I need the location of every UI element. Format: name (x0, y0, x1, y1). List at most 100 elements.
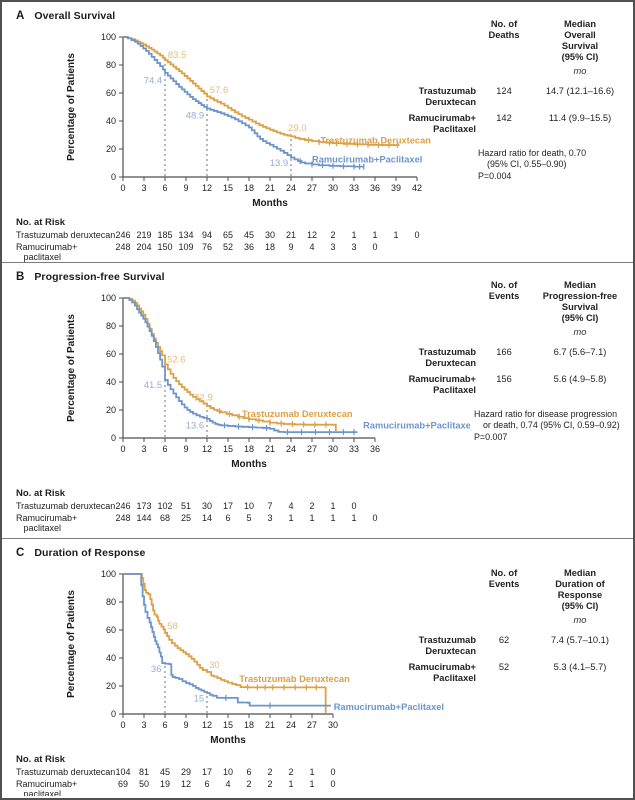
y-tick-label: 100 (101, 569, 116, 579)
at-risk-value: 45 (159, 767, 171, 777)
stats-unit-row: mo (378, 63, 633, 81)
y-tick-label: 40 (106, 116, 116, 126)
drug-name: Trastuzumab Deruxtecan (418, 634, 476, 656)
x-tick-label: 3 (141, 444, 146, 454)
stats-block: No. of Events Median Duration of Respons… (378, 568, 633, 684)
x-tick-label: 6 (162, 444, 167, 454)
at-risk-value: 248 (115, 242, 131, 252)
stats-n-header: No. of Deaths (488, 19, 520, 40)
x-tick-label: 27 (307, 444, 317, 454)
x-tick-label: 6 (162, 183, 167, 193)
at-risk-row-ram: Ramucirumab+ paclitaxel 248 144 68 25 14 6 5 3 1… (10, 513, 627, 537)
at-risk-value: 2 (267, 779, 273, 789)
at-risk-value: 3 (267, 513, 273, 523)
stats-row-ram: Ramucirumab+ Paclitaxel 156 5.6 (4.9–5.8… (378, 374, 633, 396)
y-axis-label: Percentage of Patients (66, 590, 77, 698)
drug-name: Ramucirumab+ Paclitaxel (408, 112, 476, 134)
drug-name: Ramucirumab+ Paclitaxel (408, 661, 476, 683)
at-risk-value: 9 (288, 242, 294, 252)
x-tick-label: 0 (120, 720, 125, 730)
at-risk-header: No. at Risk (16, 217, 66, 228)
at-risk-value: 2 (267, 767, 273, 777)
landmark-value-label: 15 (194, 694, 205, 705)
x-tick-label: 24 (286, 720, 296, 730)
at-risk-value: 25 (180, 513, 192, 523)
at-risk-value: 30 (264, 230, 276, 240)
landmark-value-label: 29.0 (288, 123, 307, 134)
at-risk-row-tdxd: Trastuzumab deruxtecan 246 219 185 134 94 65 4… (10, 230, 627, 242)
y-tick-label: 80 (106, 321, 116, 331)
y-tick-label: 40 (106, 377, 116, 387)
drug-name: Trastuzumab Deruxtecan (418, 346, 476, 368)
stats-row-tdxd: Trastuzumab Deruxtecan 166 6.7 (5.6–7.1) (378, 347, 633, 369)
median-value: 5.3 (4.1–5.7) (553, 661, 607, 672)
at-risk-value: 0 (372, 242, 378, 252)
km-curve-tdxd (123, 36, 400, 146)
km-curve-ram (123, 297, 358, 434)
x-tick-label: 0 (120, 444, 125, 454)
at-risk-value: 1 (351, 513, 357, 523)
at-risk-value: 109 (178, 242, 194, 252)
km-curve-ram (123, 573, 331, 707)
at-risk-value: 1 (393, 230, 399, 240)
at-risk-value: 1 (330, 513, 336, 523)
y-tick-label: 40 (106, 653, 116, 663)
x-tick-label: 33 (349, 444, 359, 454)
n-deaths: 124 (496, 85, 512, 96)
at-risk-value: 104 (115, 767, 131, 777)
n-events: 156 (496, 373, 512, 384)
stats-median-header: Median Duration of Response (95% CI) (555, 568, 605, 611)
x-tick-label: 33 (349, 183, 359, 193)
at-risk-value: 3 (330, 242, 336, 252)
hazard-line: Hazard ratio for disease progression (474, 408, 618, 419)
landmark-value-label: 48.9 (186, 110, 205, 121)
x-tick-label: 15 (223, 720, 233, 730)
at-risk-value: 248 (115, 513, 131, 523)
landmark-value-label: 83.5 (168, 50, 187, 61)
at-risk-value: 36 (243, 242, 255, 252)
x-tick-label: 15 (223, 444, 233, 454)
at-risk-value: 134 (178, 230, 194, 240)
y-tick-label: 100 (101, 32, 116, 42)
x-tick-label: 18 (244, 183, 254, 193)
at-risk-header: No. at Risk (16, 488, 66, 499)
stats-header-row: No. of Events Median Progression-free Su… (378, 280, 633, 324)
at-risk-value: 1 (288, 779, 294, 789)
at-risk-value: 3 (351, 242, 357, 252)
stats-header-row: No. of Deaths Median Overall Survival (9… (378, 19, 633, 63)
at-risk-label: Ramucirumab+ paclitaxel (16, 779, 78, 796)
y-tick-label: 0 (111, 172, 116, 182)
hazard-ratio-note: Hazard ratio for disease progression or … (474, 409, 633, 444)
at-risk-label: Trastuzumab deruxtecan (16, 501, 116, 511)
x-tick-label: 27 (307, 720, 317, 730)
at-risk-header: No. at Risk (16, 754, 66, 765)
y-tick-label: 60 (106, 625, 116, 635)
at-risk-value: 45 (243, 230, 255, 240)
at-risk-value: 17 (222, 501, 234, 511)
x-tick-label: 30 (328, 720, 338, 730)
stats-median-header: Median Overall Survival (95% CI) (561, 19, 599, 62)
at-risk-value: 7 (267, 501, 273, 511)
series-legend-label: Trastuzumab Deruxtecan (242, 409, 353, 419)
stats-block: No. of Deaths Median Overall Survival (9… (378, 19, 633, 182)
landmark-value-label: 57.6 (210, 85, 229, 96)
at-risk-value: 4 (225, 779, 231, 789)
y-tick-label: 60 (106, 88, 116, 98)
at-risk-value: 1 (288, 513, 294, 523)
x-tick-label: 27 (307, 183, 317, 193)
at-risk-value: 2 (246, 779, 252, 789)
at-risk-value: 52 (222, 242, 234, 252)
stats-n-header: No. of Events (488, 568, 520, 589)
median-value: 6.7 (5.6–7.1) (553, 346, 607, 357)
drug-name: Trastuzumab Deruxtecan (418, 85, 476, 107)
at-risk-table: No. at Risk Trastuzumab deruxtecan 104 81… (10, 754, 627, 796)
stats-median-header: Median Progression-free Survival (95% CI… (542, 280, 618, 323)
at-risk-value: 50 (138, 779, 150, 789)
panel-header: C Duration of Response (10, 544, 627, 564)
km-curve-tdxd (123, 573, 327, 713)
at-risk-value: 76 (201, 242, 213, 252)
hazard-line: (95% CI, 0.55–0.90) (487, 159, 567, 170)
stats-unit: mo (573, 326, 587, 337)
at-risk-value: 6 (204, 779, 210, 789)
